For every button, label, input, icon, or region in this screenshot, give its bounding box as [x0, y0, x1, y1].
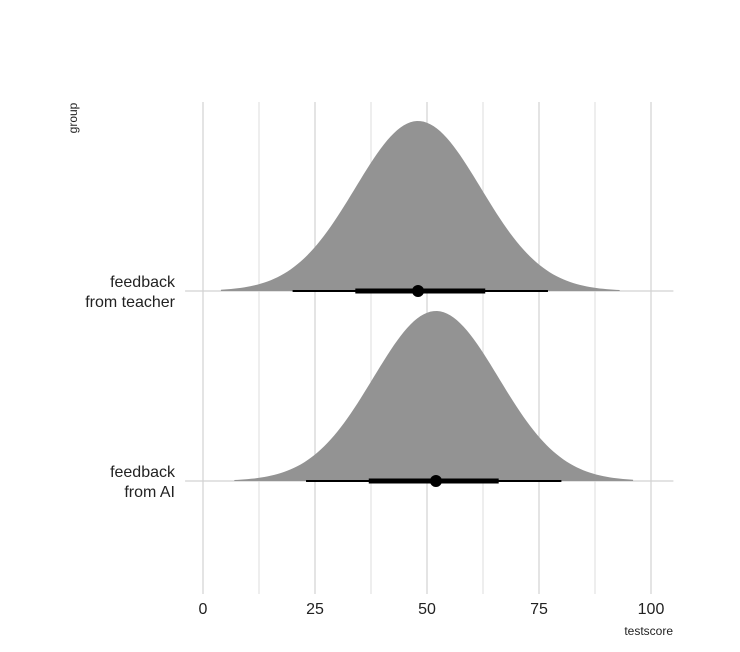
marks-layer [220, 121, 634, 487]
x-tick-label: 25 [306, 601, 324, 618]
x-tick-label: 100 [638, 601, 665, 618]
x-tick-label: 75 [530, 601, 548, 618]
density-slab [234, 311, 634, 481]
density-slab [220, 121, 620, 291]
group-label: feedback from teacher [85, 274, 176, 311]
x-tick-label: 0 [199, 601, 208, 618]
group-label: feedback from AI [110, 464, 176, 501]
group-label-line: from AI [124, 484, 175, 501]
group-label-line: from teacher [85, 294, 175, 311]
group-label-line: feedback [110, 274, 176, 291]
x-axis-title: testscore [624, 624, 673, 638]
y-axis-title: group [66, 102, 80, 133]
group-label-line: feedback [110, 464, 176, 481]
labels-layer: 0 25 50 75 100 feedback from teacher feedback fr… [85, 274, 664, 618]
x-tick-label: 50 [418, 601, 436, 618]
point-estimate [429, 475, 442, 487]
point-estimate [412, 285, 425, 297]
